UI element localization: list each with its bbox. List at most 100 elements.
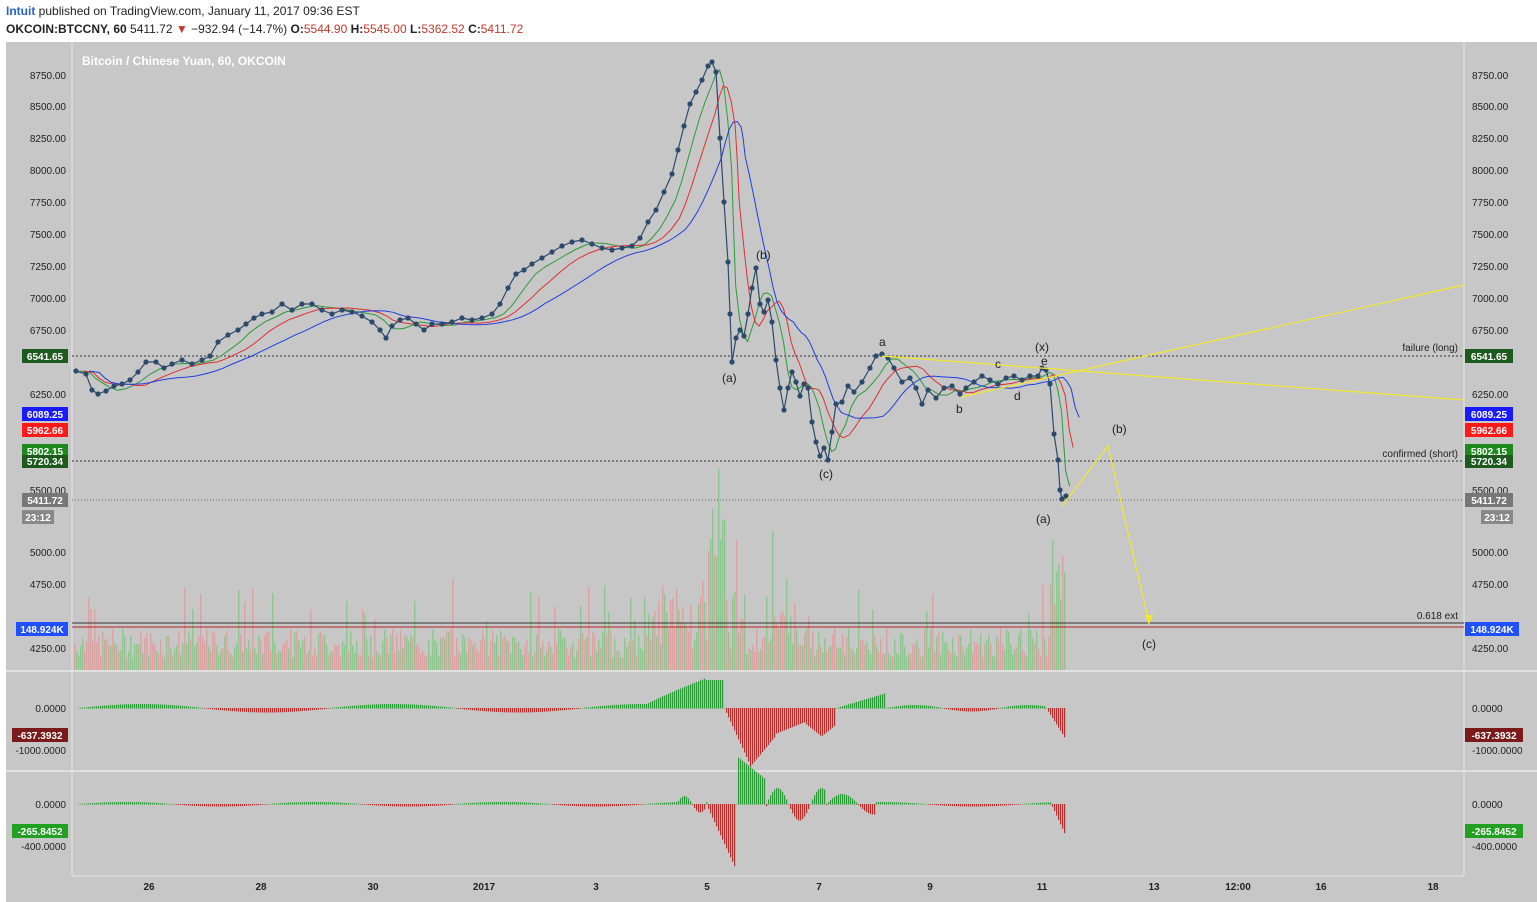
osc1-bar (226, 708, 228, 711)
osc2-bar (538, 803, 540, 805)
tag-ema-green-left-text: 5802.15 (27, 447, 64, 458)
osc1-bar (254, 708, 256, 713)
volume-bar (704, 601, 706, 670)
osc1-bar (408, 704, 410, 709)
osc1-bar (548, 708, 550, 712)
triangle-lower-trendline[interactable] (960, 284, 1465, 398)
right-price-axis[interactable]: 8750.008500.008250.008000.007750.007500.… (1472, 71, 1509, 655)
time-axis[interactable]: 26 28 30 2017 3 5 7 9 11 13 12:00 16 18 (143, 882, 1439, 893)
osc2-bar (210, 804, 212, 807)
price-marker (1003, 375, 1009, 381)
osc1-bar (646, 704, 648, 709)
volume-bar (884, 654, 886, 670)
osc1-bar (366, 704, 368, 709)
osc1-bar (900, 705, 902, 709)
osc2-bar (112, 802, 114, 805)
osc2-bar (606, 804, 608, 807)
osc2-bar (922, 803, 924, 805)
osc1-bar (1038, 705, 1040, 709)
chart-canvas[interactable]: Bitcoin / Chinese Yuan, 60, OKCOIN failu… (6, 42, 1537, 902)
osc1-bar (590, 707, 592, 709)
osc1-bar (108, 705, 110, 709)
osc1-bar (638, 704, 640, 709)
price-series[interactable] (73, 59, 1069, 502)
volume-bar (966, 647, 968, 670)
osc1-bar (242, 708, 244, 712)
volume-bar (688, 631, 690, 670)
osc2-bar (264, 804, 266, 805)
osc1-bar (854, 702, 856, 709)
osc2-bar (122, 802, 124, 805)
osc1-bar (906, 705, 908, 709)
osc2-bar (738, 757, 740, 805)
osc2-bar (812, 799, 814, 805)
osc2-bar (760, 775, 762, 805)
osc2-bar (564, 804, 566, 806)
price-marker (765, 297, 771, 303)
osc1-bar (636, 704, 638, 709)
triangle-upper-trendline[interactable] (881, 355, 1465, 401)
volume-bar (1006, 629, 1008, 670)
osc1-bar (420, 704, 422, 709)
volume-bar (300, 646, 302, 670)
osc1-bar (742, 708, 744, 749)
volume-bar (310, 609, 312, 670)
chart-area[interactable]: Bitcoin / Chinese Yuan, 60, OKCOIN failu… (6, 42, 1537, 902)
volume-bar (982, 657, 984, 670)
osc1-bar (618, 704, 620, 709)
volume-bar (1040, 656, 1042, 670)
volume-bar (766, 596, 768, 670)
price-marker (329, 311, 335, 317)
osc1-bar (986, 708, 988, 711)
price-marker (397, 317, 403, 323)
osc2-bar (736, 803, 738, 805)
osc1-bar (302, 708, 304, 712)
volume-bar (852, 649, 854, 670)
osc1-bar (580, 708, 582, 709)
osc1-bar (936, 706, 938, 709)
osc2-bar (614, 804, 616, 807)
osc2-bar (636, 804, 638, 805)
osc1-bar (588, 707, 590, 709)
author-link[interactable]: Intuit (6, 4, 36, 18)
volume-bar (436, 642, 438, 670)
tag-volume-right-text: 148.924K (1470, 625, 1514, 636)
osc2-bar (704, 804, 706, 810)
volume-bar (974, 641, 976, 670)
price-marker (153, 359, 159, 365)
osc2-bar (506, 802, 508, 805)
osc2-bar (908, 802, 910, 805)
osc1-bar (822, 708, 824, 736)
volume-bar (520, 649, 522, 670)
volume-bar (206, 629, 208, 670)
osc2-bar (832, 798, 834, 805)
osc1-bar (512, 708, 514, 713)
osc2-bar (696, 804, 698, 811)
volume-bar (918, 647, 920, 670)
osc1-bar (196, 707, 198, 709)
symbol-label[interactable]: OKCOIN:BTCCNY, 60 (6, 22, 127, 36)
osc1-bar (244, 708, 246, 712)
osc2-bar (716, 804, 718, 827)
volume-bar (926, 611, 928, 670)
osc1-bar (218, 708, 220, 710)
osc2-bar (830, 800, 832, 805)
osc1-bar (286, 708, 288, 713)
osc1-bar (106, 705, 108, 709)
osc2-bar (968, 804, 970, 807)
osc1-bar (148, 704, 150, 709)
osc2-bar (354, 803, 356, 805)
volume-bar (76, 650, 78, 670)
volume-bar (246, 648, 248, 670)
volume-bar (288, 648, 290, 670)
projection-path[interactable] (1061, 444, 1150, 624)
osc1-bar (240, 708, 242, 712)
osc1-bar (640, 704, 642, 709)
osc2-bar (196, 804, 198, 806)
left-price-axis[interactable]: 8750.008500.008250.008000.007750.007500.… (30, 71, 67, 655)
osc2-bar (350, 803, 352, 805)
osc2-bar (194, 804, 196, 806)
volume-bar (94, 609, 96, 670)
osc2-bar (252, 804, 254, 806)
osc1-bar (858, 701, 860, 709)
